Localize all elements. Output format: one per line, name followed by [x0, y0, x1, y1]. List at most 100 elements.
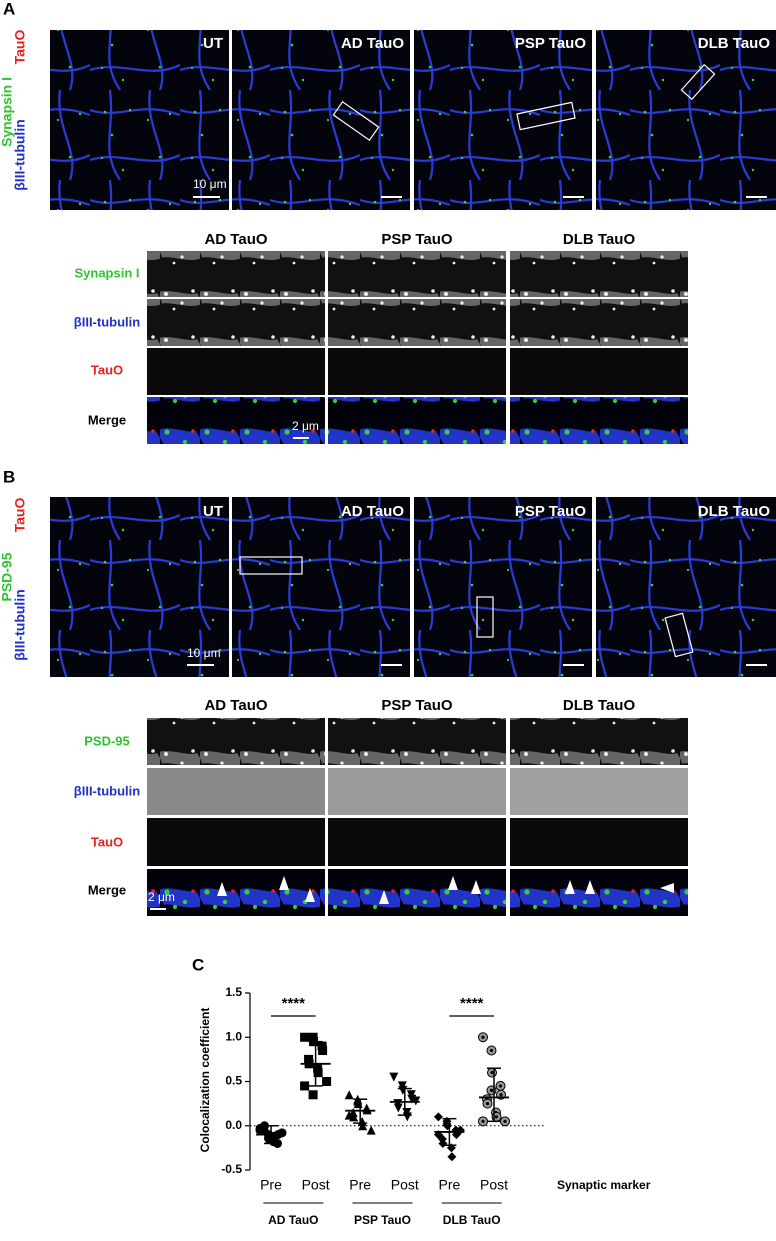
data-point [344, 1090, 354, 1100]
image-label: UT [203, 35, 223, 52]
image-label: AD TauO [341, 503, 404, 520]
significance-label: **** [282, 995, 306, 1012]
point-center [489, 1088, 494, 1092]
image-label: DLB TauO [698, 503, 771, 520]
micrograph [596, 30, 776, 210]
zoom-images [147, 251, 688, 444]
panel-label: B [3, 467, 15, 486]
row-label: TauO [91, 362, 123, 377]
y-axis-label: Colocalization coefficient [198, 1008, 212, 1153]
row-label: βIII-tubulin [74, 314, 140, 329]
roi-boxes [239, 556, 694, 658]
column-header: PSP TauO [381, 697, 452, 714]
point-center [494, 1115, 499, 1119]
side-labels: TauO Synapsin I βIII-tubulin [0, 30, 28, 191]
scale-bar-label: 2 μm [292, 419, 319, 433]
row-label: Merge [88, 412, 126, 427]
data-point [344, 1110, 354, 1120]
data-point [277, 1128, 287, 1138]
column-header: AD TauO [204, 231, 267, 248]
group-label: AD TauO [268, 1213, 318, 1227]
micrograph [596, 497, 776, 677]
micrograph [232, 30, 410, 210]
column-header: AD TauO [204, 697, 267, 714]
micrograph [50, 497, 229, 677]
zoom-grid: AD TauO PSP TauO DLB TauO Synapsin I βII… [74, 231, 688, 444]
data-point [322, 1077, 332, 1086]
point-center [498, 1084, 503, 1088]
y-tick-label: 0.5 [225, 1074, 242, 1088]
dot-plot: C Colocalization coefficient -0.5 0.0 0.5 1… [192, 955, 651, 1227]
scale-bar-label: 2 μm [148, 890, 175, 904]
point-center [485, 1102, 490, 1106]
column-header: PSP TauO [381, 231, 452, 248]
point-center [503, 1119, 507, 1123]
side-label: βIII-tubulin [12, 589, 28, 661]
data-point [300, 1081, 310, 1091]
scale-bar-label: 10 μm [193, 177, 227, 191]
x-tick-label: Post [302, 1177, 330, 1193]
micrograph [414, 30, 592, 210]
data-point [255, 1123, 265, 1133]
point-center [489, 1048, 494, 1053]
x-axis-label: Synaptic marker [557, 1178, 651, 1192]
arrows [217, 876, 674, 904]
image-label: PSP TauO [515, 35, 586, 52]
y-tick-label: 0.0 [225, 1118, 242, 1132]
x-tick-label: Post [480, 1177, 508, 1193]
x-tick-label: Pre [349, 1177, 371, 1193]
y-tick-label: 1.5 [225, 985, 242, 999]
data-point [366, 1125, 376, 1135]
x-tick-label: Pre [439, 1177, 461, 1193]
data-point [313, 1068, 323, 1078]
row-label: PSD-95 [84, 733, 130, 748]
row-label: TauO [91, 834, 123, 849]
data-point [433, 1112, 443, 1122]
y-tick-label: 1.0 [225, 1029, 242, 1043]
data-point [393, 1103, 403, 1113]
group-label: DLB TauO [443, 1213, 501, 1227]
side-label: TauO [12, 30, 28, 65]
significance-label: **** [460, 995, 484, 1012]
column-header: DLB TauO [563, 231, 636, 248]
micrograph [232, 497, 410, 677]
micrograph [414, 497, 592, 677]
point-center [481, 1119, 485, 1123]
x-tick-label: Pre [260, 1177, 282, 1193]
data-point [358, 1121, 368, 1131]
image-label: AD TauO [341, 35, 404, 52]
point-center [499, 1093, 503, 1097]
x-tick-label: Post [391, 1177, 419, 1193]
data-point [447, 1152, 457, 1162]
point-center [481, 1035, 485, 1039]
group-label: PSP TauO [354, 1213, 411, 1227]
overview-images: UT AD TauO PSP TauO DLB TauO 10 μm [50, 30, 776, 210]
micrograph [50, 30, 229, 210]
data-point [318, 1046, 328, 1056]
data-point [300, 1032, 310, 1042]
data-point [308, 1090, 318, 1100]
panel-label: C [192, 955, 204, 974]
zoom-grid: AD TauO PSP TauO DLB TauO PSD-95 βIII-tu… [74, 697, 688, 916]
side-label: TauO [12, 498, 28, 533]
data-point [398, 1085, 408, 1095]
side-labels: TauO PSD-95 βIII-tubulin [0, 498, 28, 661]
scale-bar-label: 10 μm [187, 646, 221, 660]
image-label: DLB TauO [698, 35, 771, 52]
data-point [389, 1072, 399, 1082]
y-tick-label: -0.5 [221, 1162, 242, 1176]
panel-label: A [3, 0, 15, 18]
roi-boxes [332, 63, 716, 142]
side-label: Synapsin I [0, 77, 15, 147]
image-label: PSP TauO [515, 503, 586, 520]
column-header: DLB TauO [563, 697, 636, 714]
row-label: Synapsin I [74, 265, 139, 280]
overview-images: UT AD TauO PSP TauO DLB TauO 10 μm [50, 497, 776, 677]
side-label: βIII-tubulin [12, 119, 28, 191]
row-label: Merge [88, 882, 126, 897]
point-center [490, 1071, 494, 1075]
side-label: PSD-95 [0, 552, 15, 601]
zoom-images [147, 718, 688, 916]
image-label: UT [203, 503, 223, 520]
